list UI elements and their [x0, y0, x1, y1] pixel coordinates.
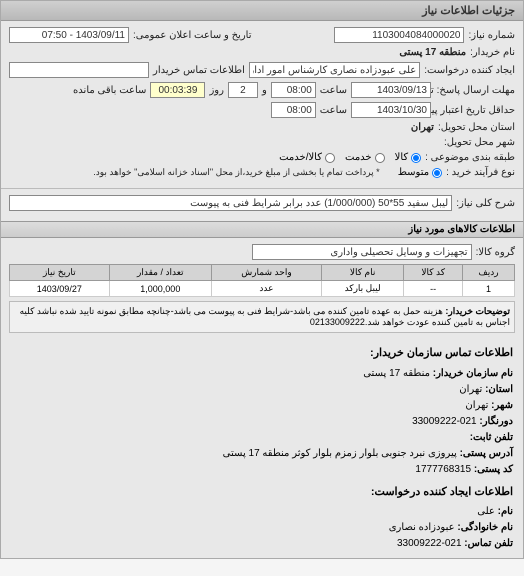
- contact-line: تلفن ثابت:: [11, 430, 513, 446]
- radio-both-input[interactable]: [325, 153, 335, 163]
- td-unit: عدد: [212, 281, 322, 297]
- td-name: لیبل بارکد: [321, 281, 403, 297]
- announce-label: تاریخ و ساعت اعلان عمومی:: [133, 30, 252, 41]
- creator-contact-title: اطلاعات ایجاد کننده درخواست:: [11, 484, 513, 502]
- row-province: استان محل تحویل: تهران: [9, 122, 515, 133]
- response-date-input[interactable]: [351, 82, 431, 98]
- desc-label: شرح کلی نیاز:: [456, 198, 515, 209]
- contact-line: نام: علی: [11, 504, 513, 520]
- validity-time-label: ساعت: [320, 105, 347, 116]
- row-buyer-name: نام خریدار: منطقه 17 پستی: [9, 47, 515, 58]
- creator-lines: نام: علینام خانوادگی: عبودزاده نصاریتلفن…: [11, 504, 513, 552]
- th-name: نام کالا: [321, 265, 403, 281]
- row-subject-class: طبقه بندی موضوعی : کالا خدمت کالا/خدمت: [9, 152, 515, 163]
- row-creator: ایجاد کننده درخواست: اطلاعات تماس خریدار: [9, 62, 515, 78]
- desc-section: شرح کلی نیاز:: [1, 188, 523, 221]
- td-idx: 1: [463, 281, 515, 297]
- row-group: گروه کالا:: [9, 244, 515, 260]
- radio-khedmat-label: خدمت: [345, 152, 372, 163]
- buyer-org-title: اطلاعات تماس سازمان خریدار:: [11, 345, 513, 363]
- city-label: شهر محل تحویل:: [444, 137, 515, 148]
- th-date: تاریخ نیاز: [10, 265, 110, 281]
- contact-line: کد پستی: 1777768315: [11, 462, 513, 478]
- response-days-input[interactable]: [228, 82, 258, 98]
- row-desc: شرح کلی نیاز:: [9, 195, 515, 211]
- radio-kala-label: کالا: [395, 152, 409, 163]
- validity-time-input[interactable]: [271, 102, 316, 118]
- row-req-number: شماره نیاز: تاریخ و ساعت اعلان عمومی:: [9, 27, 515, 43]
- purchase-label: نوع فرآیند خرید :: [446, 167, 515, 178]
- radio-both-label: کالا/خدمت: [279, 152, 322, 163]
- buyer-contact-label: اطلاعات تماس خریدار: [153, 65, 245, 76]
- th-unit: واحد شمارش: [212, 265, 322, 281]
- req-number-input[interactable]: [334, 27, 464, 43]
- buyer-org-lines: نام سازمان خریدار: منطقه 17 پستیاستان: ت…: [11, 366, 513, 478]
- desc-input[interactable]: [9, 195, 452, 211]
- validity-date-input[interactable]: [351, 102, 431, 118]
- contact-line: شهر: تهران: [11, 398, 513, 414]
- radio-kala[interactable]: کالا: [395, 152, 422, 163]
- subject-class-label: طبقه بندی موضوعی :: [425, 152, 515, 163]
- goods-title: اطلاعات کالاهای مورد نیاز: [1, 221, 523, 238]
- contact-line: آدرس پستی: پیروزی نبرد جنوبی بلوار زمزم …: [11, 446, 513, 462]
- group-input[interactable]: [252, 244, 472, 260]
- th-code: کد کالا: [404, 265, 463, 281]
- radio-kala-input[interactable]: [411, 153, 421, 163]
- buyer-note-value: هزینه حمل به عهده تامین کننده می باشد-شر…: [20, 306, 510, 327]
- radio-medium-label: متوسط: [398, 167, 429, 178]
- contact-line: دورنگار: 021-33009222: [11, 414, 513, 430]
- td-code: --: [404, 281, 463, 297]
- contact-line: استان: تهران: [11, 382, 513, 398]
- response-label: مهلت ارسال پاسخ: تا تاریخ:: [435, 85, 515, 96]
- main-panel: جزئیات اطلاعات نیاز شماره نیاز: تاریخ و …: [0, 0, 524, 559]
- response-time-input[interactable]: [271, 82, 316, 98]
- table-row[interactable]: 1 -- لیبل بارکد عدد 1,000,000 1403/09/27: [10, 281, 515, 297]
- province-value: تهران: [411, 122, 434, 133]
- contact-section: اطلاعات تماس سازمان خریدار: نام سازمان خ…: [1, 339, 523, 558]
- radio-medium-input[interactable]: [432, 168, 442, 178]
- response-days-label: روز: [209, 85, 224, 96]
- radio-khedmat[interactable]: خدمت: [345, 152, 385, 163]
- buyer-name-label: نام خریدار:: [470, 47, 515, 58]
- province-label: استان محل تحویل:: [438, 122, 515, 133]
- response-remain-input: [150, 82, 205, 98]
- req-number-label: شماره نیاز:: [468, 30, 515, 41]
- radio-khedmat-input[interactable]: [375, 153, 385, 163]
- buyer-note-box: توضیحات خریدار: هزینه حمل به عهده تامین …: [9, 301, 515, 333]
- contact-line: نام سازمان خریدار: منطقه 17 پستی: [11, 366, 513, 382]
- goods-section: گروه کالا: ردیف کد کالا نام کالا واحد شم…: [1, 238, 523, 339]
- td-qty: 1,000,000: [109, 281, 211, 297]
- td-date: 1403/09/27: [10, 281, 110, 297]
- row-city: شهر محل تحویل:: [9, 137, 515, 148]
- form-section: شماره نیاز: تاریخ و ساعت اعلان عمومی: نا…: [1, 21, 523, 188]
- row-validity: حداقل تاریخ اعتبار پیشنهاد: تا تاریخ: سا…: [9, 102, 515, 118]
- announce-input[interactable]: [9, 27, 129, 43]
- th-qty: تعداد / مقدار: [109, 265, 211, 281]
- response-and: و: [262, 85, 267, 96]
- goods-table: ردیف کد کالا نام کالا واحد شمارش تعداد /…: [9, 264, 515, 297]
- creator-input[interactable]: [249, 62, 420, 78]
- buyer-contact-input[interactable]: [9, 62, 149, 78]
- response-remain-label: ساعت باقی مانده: [73, 85, 146, 96]
- row-purchase-process: نوع فرآیند خرید : متوسط * پرداخت تمام یا…: [9, 167, 515, 178]
- response-time-label: ساعت: [320, 85, 347, 96]
- purchase-note: * پرداخت تمام یا بخشی از مبلغ خرید،از مح…: [93, 167, 379, 178]
- contact-line: نام خانوادگی: عبودزاده نصاری: [11, 520, 513, 536]
- panel-header: جزئیات اطلاعات نیاز: [1, 1, 523, 21]
- creator-label: ایجاد کننده درخواست:: [424, 65, 515, 76]
- radio-medium[interactable]: متوسط: [398, 167, 442, 178]
- subject-class-radios: کالا خدمت کالا/خدمت: [279, 152, 421, 163]
- validity-label: حداقل تاریخ اعتبار پیشنهاد: تا تاریخ:: [435, 105, 515, 116]
- th-idx: ردیف: [463, 265, 515, 281]
- row-response-deadline: مهلت ارسال پاسخ: تا تاریخ: ساعت و روز سا…: [9, 82, 515, 98]
- buyer-name-value: منطقه 17 پستی: [399, 47, 466, 58]
- radio-both[interactable]: کالا/خدمت: [279, 152, 335, 163]
- contact-line: تلفن تماس: 021-33009222: [11, 536, 513, 552]
- buyer-note-label: توضیحات خریدار:: [445, 306, 510, 316]
- group-label: گروه کالا:: [476, 247, 515, 258]
